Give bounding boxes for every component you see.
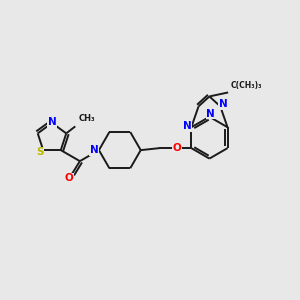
- Text: N: N: [48, 117, 56, 127]
- Text: O: O: [64, 173, 73, 183]
- Text: C(CH₃)₃: C(CH₃)₃: [231, 81, 262, 90]
- Text: O: O: [172, 143, 181, 153]
- Text: N: N: [183, 121, 192, 131]
- Text: N: N: [219, 99, 228, 109]
- Text: CH₃: CH₃: [78, 114, 95, 123]
- Text: N: N: [89, 145, 98, 155]
- Text: S: S: [36, 147, 44, 157]
- Text: N: N: [206, 109, 215, 119]
